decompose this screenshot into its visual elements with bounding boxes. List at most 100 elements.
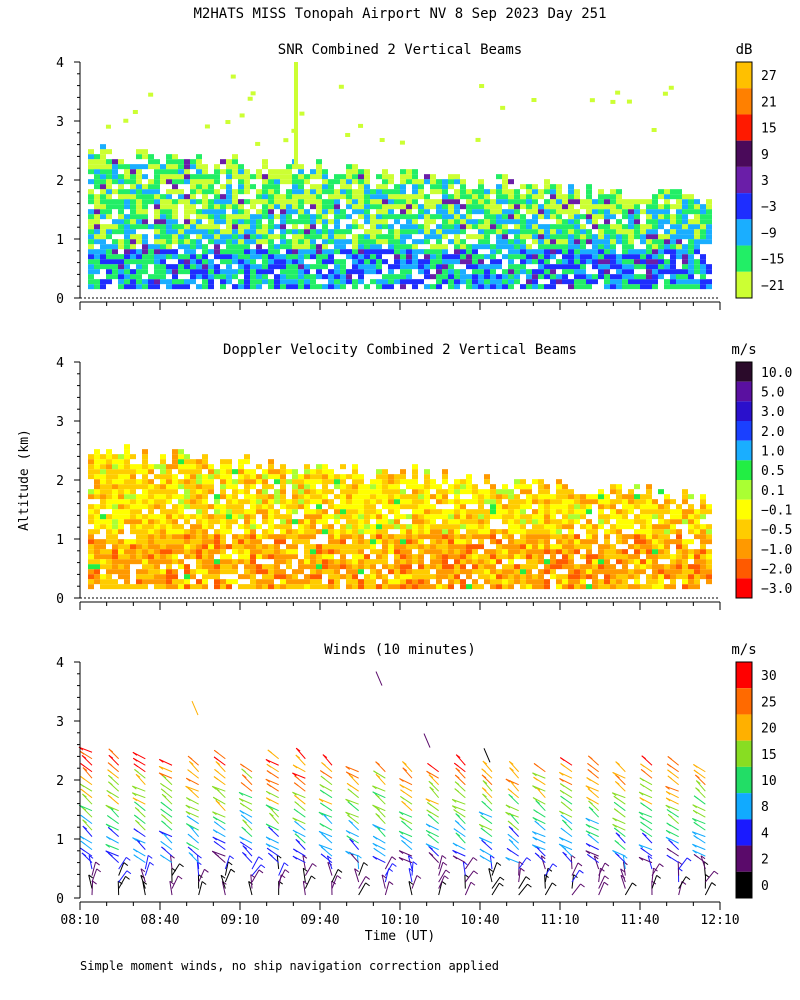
- heatmap-cell: [334, 259, 340, 265]
- heatmap-cell: [382, 499, 388, 505]
- wind-barb-flag: [292, 772, 297, 777]
- heatmap-cell: [250, 184, 256, 190]
- heatmap-cell: [658, 194, 664, 200]
- heatmap-cell: [154, 184, 160, 190]
- heatmap-cell: [94, 479, 100, 485]
- heatmap-cell: [130, 224, 136, 230]
- heatmap-cell: [580, 269, 586, 275]
- heatmap-cell: [172, 549, 178, 555]
- heatmap-cell: [568, 564, 574, 570]
- heatmap-cell: [580, 239, 586, 245]
- heatmap-cell: [280, 254, 286, 260]
- heatmap-cell: [124, 189, 130, 195]
- heatmap-cell: [136, 224, 142, 230]
- heatmap-cell: [130, 234, 136, 240]
- heatmap-cell: [238, 504, 244, 510]
- heatmap-cell: [310, 494, 316, 500]
- heatmap-cell: [316, 244, 322, 250]
- heatmap-cell: [640, 274, 646, 280]
- heatmap-cell: [598, 524, 604, 530]
- colorbar-label: 0.5: [761, 464, 784, 479]
- heatmap-cell: [670, 279, 676, 285]
- heatmap-cell: [376, 529, 382, 535]
- heatmap-cell: [598, 204, 604, 210]
- heatmap-cell: [478, 204, 484, 210]
- heatmap-cell: [544, 224, 550, 230]
- heatmap-cell: [574, 279, 580, 285]
- heatmap-cell: [586, 504, 592, 510]
- heatmap-cell: [172, 274, 178, 280]
- heatmap-cell: [130, 174, 136, 180]
- wind-barb: [78, 804, 93, 812]
- heatmap-cell: [178, 539, 184, 545]
- heatmap-cell: [430, 284, 436, 290]
- heatmap-cell: [424, 584, 430, 590]
- heatmap-cell: [370, 549, 376, 555]
- panel-title: Doppler Velocity Combined 2 Vertical Bea…: [223, 342, 577, 358]
- heatmap-cell: [466, 234, 472, 240]
- heatmap-cell: [112, 464, 118, 470]
- heatmap-cell: [142, 284, 148, 290]
- heatmap-cell: [88, 224, 94, 230]
- heatmap-cell: [580, 259, 586, 265]
- heatmap-cell: [550, 274, 556, 280]
- heatmap-cell: [430, 524, 436, 530]
- heatmap-cell: [262, 214, 268, 220]
- heatmap-cell: [436, 494, 442, 500]
- heatmap-cell: [442, 204, 448, 210]
- heatmap-cell: [118, 539, 124, 545]
- heatmap-cell: [376, 479, 382, 485]
- heatmap-cell: [88, 164, 94, 170]
- heatmap-cell: [292, 469, 298, 475]
- heatmap-cell: [196, 469, 202, 475]
- heatmap-cell: [166, 574, 172, 580]
- heatmap-cell: [520, 244, 526, 250]
- heatmap-cell: [154, 269, 160, 275]
- heatmap-cell: [178, 454, 184, 460]
- heatmap-cell: [202, 544, 208, 550]
- heatmap-cell: [694, 549, 700, 555]
- heatmap-cell: [694, 534, 700, 540]
- heatmap-cell: [364, 204, 370, 210]
- heatmap-cell: [376, 524, 382, 530]
- heatmap-cell: [472, 264, 478, 270]
- heatmap-cell: [268, 554, 274, 560]
- heatmap-cell: [274, 509, 280, 515]
- heatmap-cell: [436, 179, 442, 185]
- heatmap-cell: [532, 534, 538, 540]
- heatmap-cell: [358, 579, 364, 585]
- heatmap-cell: [544, 569, 550, 575]
- heatmap-cell: [124, 554, 130, 560]
- heatmap-cell: [382, 199, 388, 205]
- heatmap-cell: [310, 489, 316, 495]
- heatmap-cell: [328, 209, 334, 215]
- heatmap-cell: [484, 244, 490, 250]
- heatmap-cell: [160, 544, 166, 550]
- wind-barb-flag: [372, 835, 378, 840]
- heatmap-cell: [124, 444, 130, 450]
- heatmap-cell: [262, 579, 268, 585]
- heatmap-cell: [550, 224, 556, 230]
- heatmap-cell: [652, 194, 658, 200]
- heatmap-cell: [256, 564, 262, 570]
- heatmap-cell: [322, 189, 328, 195]
- heatmap-cell: [352, 204, 358, 210]
- heatmap-cell: [610, 254, 616, 260]
- heatmap-cell: [688, 204, 694, 210]
- heatmap-cell: [358, 504, 364, 510]
- heatmap-cell: [88, 584, 94, 590]
- heatmap-cell: [574, 259, 580, 265]
- heatmap-cell: [178, 244, 184, 250]
- heatmap-cell: [478, 184, 484, 190]
- heatmap-cell: [262, 164, 268, 170]
- heatmap-cell: [394, 549, 400, 555]
- heatmap-cell: [190, 199, 196, 205]
- heatmap-cell: [646, 539, 652, 545]
- heatmap-cell: [166, 469, 172, 475]
- heatmap-cell: [640, 239, 646, 245]
- heatmap-cell: [538, 484, 544, 490]
- heatmap-cell: [226, 234, 232, 240]
- heatmap-cell: [376, 509, 382, 515]
- heatmap-cell: [118, 159, 124, 165]
